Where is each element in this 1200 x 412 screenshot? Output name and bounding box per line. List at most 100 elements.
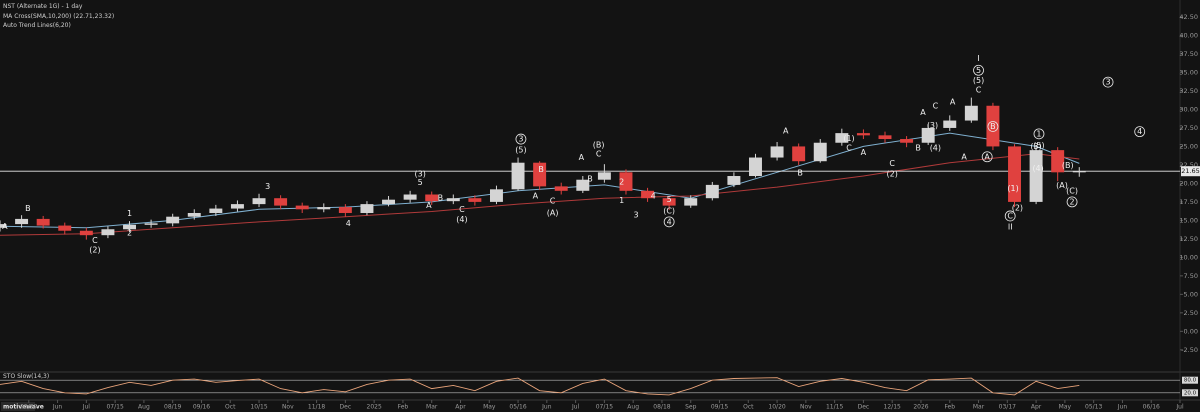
wave-label: 3 [518, 135, 523, 144]
annotation-circle [1102, 76, 1114, 88]
annotation-circle [1066, 196, 1078, 208]
wave-label: A [533, 191, 539, 200]
x-tick-label: 09/16 [193, 404, 210, 411]
x-tick-label: 07/15 [596, 404, 613, 411]
candle-body [943, 120, 957, 128]
candle-body [36, 218, 50, 226]
x-tick-label: 08/19 [164, 404, 181, 411]
candle-body [295, 205, 309, 210]
candle-body [554, 186, 568, 191]
wave-label: A [861, 148, 867, 157]
y-tick-label: -2.50 [1181, 346, 1198, 354]
wave-label: (3) [1030, 142, 1041, 151]
candle-body [533, 162, 547, 187]
moving-average [0, 153, 1080, 236]
y-tick-label: 25.00 [1179, 142, 1198, 150]
y-tick-label: 17.50 [1179, 198, 1198, 206]
y-tick-label: 7.50 [1184, 272, 1198, 280]
candle-body [446, 198, 460, 202]
annotation-circle [987, 121, 999, 132]
y-tick-label: 22.50 [1179, 161, 1198, 169]
x-tick-label: Jun [52, 404, 63, 411]
oscillator-tick-label: 20.0 [1184, 390, 1197, 396]
x-tick-label: Jun [1117, 404, 1128, 411]
x-tick-label: 05/13 [1085, 404, 1102, 411]
candle-body [1072, 171, 1086, 173]
wave-label: B [25, 204, 31, 213]
wave-label: C [1007, 211, 1013, 220]
candle-body [58, 225, 72, 231]
wave-label: (A) [1056, 181, 1068, 190]
wave-label: (2) [1012, 203, 1023, 212]
x-tick-label: Aug [138, 404, 150, 411]
candle-body [425, 194, 439, 202]
y-tick-label: 15.00 [1179, 216, 1198, 224]
y-tick-label: 2.50 [1184, 309, 1198, 317]
wave-label: 3 [265, 182, 270, 191]
x-tick-label: 11/15 [826, 404, 843, 411]
x-tick-label: Dec [858, 404, 870, 411]
candle-body [187, 212, 201, 217]
y-tick-label: 32.50 [1179, 87, 1198, 95]
candle-body [878, 135, 892, 140]
annotation-circle [973, 64, 984, 76]
wave-label: (2) [887, 169, 898, 178]
candle-body [813, 142, 827, 162]
wave-label: A [579, 153, 585, 162]
x-tick-label: Sep [685, 404, 697, 411]
wave-label: (B) [1062, 161, 1074, 170]
wave-label: C [92, 236, 98, 245]
wave-label: (5) [973, 76, 984, 85]
x-tick-label: Jul [1175, 404, 1184, 411]
wave-label: (3) [415, 169, 426, 178]
wave-label: B [915, 143, 921, 152]
wave-label: C [846, 143, 852, 152]
oscillator-line [0, 377, 1080, 396]
x-tick-label: 07/15 [106, 404, 123, 411]
y-tick-label: 5.00 [1184, 290, 1198, 298]
x-tick-label: 10/20 [768, 404, 785, 411]
annotation-circle [1004, 210, 1016, 222]
y-tick-label: 42.50 [1179, 13, 1198, 21]
candle-body [749, 157, 762, 177]
wave-label: A [783, 126, 789, 135]
x-tick-label: 11/18 [308, 404, 325, 411]
oscillator-tick-label: 80.0 [1184, 378, 1197, 384]
wave-label: 1 [619, 196, 624, 205]
wave-label: (5) [515, 146, 526, 155]
candle-body [792, 146, 806, 162]
candle-body [166, 216, 180, 224]
wave-label: (1) [843, 134, 854, 143]
x-tick-label: 06/16 [1143, 404, 1160, 411]
candle-body [511, 162, 525, 190]
wave-label: B [538, 165, 544, 174]
wave-label: 5 [667, 195, 672, 204]
candle-body [382, 199, 396, 205]
y-tick-label: 40.00 [1179, 31, 1198, 39]
wave-label: C [976, 86, 982, 95]
wave-label: (4) [930, 143, 941, 152]
annotation-circle [663, 216, 675, 228]
indicator-label: Auto Trend Lines(6,20) [3, 22, 71, 29]
wave-label: 2 [619, 177, 624, 186]
candle-body [1051, 150, 1065, 173]
candle-body [15, 218, 29, 225]
x-tick-label: Jul [571, 404, 580, 411]
wave-label: C [550, 197, 556, 206]
candle-body [964, 105, 978, 121]
x-tick-label: Apr [1031, 404, 1042, 411]
candle-body [79, 230, 93, 236]
candle-body [274, 198, 288, 206]
wave-label: (B) [593, 140, 605, 149]
candle-body [986, 105, 1000, 147]
candle-body [770, 146, 784, 158]
candle-body [662, 198, 676, 206]
candle-body [1008, 146, 1021, 202]
annotation-circle [1033, 128, 1045, 140]
candle-body [1029, 150, 1043, 202]
wave-label: 3 [1106, 78, 1111, 87]
x-tick-label: 10/15 [250, 404, 267, 411]
x-tick-label: Nov [282, 404, 294, 411]
x-tick-label: Mar [973, 404, 985, 411]
